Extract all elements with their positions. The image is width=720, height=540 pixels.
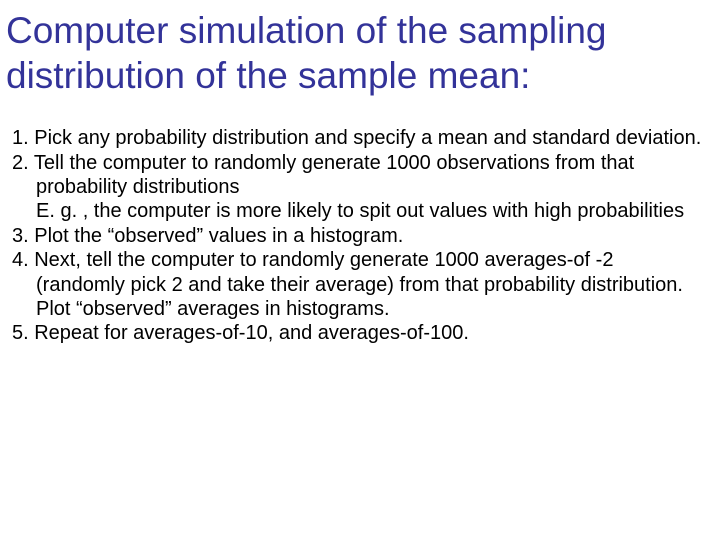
list-subitem: E. g. , the computer is more likely to s… bbox=[12, 199, 704, 223]
slide-title: Computer simulation of the sampling dist… bbox=[6, 8, 714, 98]
list-item: 1. Pick any probability distribution and… bbox=[12, 126, 704, 150]
slide: Computer simulation of the sampling dist… bbox=[0, 0, 720, 540]
list-item: 4. Next, tell the computer to randomly g… bbox=[12, 248, 704, 321]
list-item: 2. Tell the computer to randomly generat… bbox=[12, 151, 704, 200]
list-item: 3. Plot the “observed” values in a histo… bbox=[12, 224, 704, 248]
list-item: 5. Repeat for averages-of-10, and averag… bbox=[12, 321, 704, 345]
slide-body: 1. Pick any probability distribution and… bbox=[6, 126, 714, 346]
